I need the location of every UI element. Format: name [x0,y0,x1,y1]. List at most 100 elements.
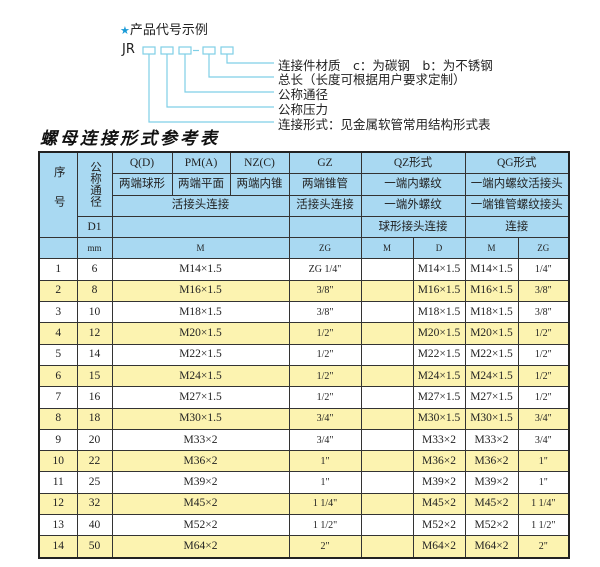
cell-d1: 12 [76,322,113,345]
cell-m: M14×1.5 [111,258,290,281]
cell-qg-zg: 1" [517,471,570,494]
cell-m: M22×1.5 [111,343,290,366]
page-title: 螺母连接形式参考表 [40,129,220,149]
cell-qg-zg: 1 1/2" [517,514,570,537]
table-row: 14 50 M64×2 2" M64×2 M64×2 2" [38,535,570,559]
header-qg: QG形式 [464,151,570,175]
cell-no: 5 [38,343,78,366]
cell-qg-m: M22×1.5 [464,343,519,366]
cell-d1: 32 [76,492,113,516]
cell-zg: 1 1/4" [288,492,362,516]
cell-qg-m: M14×1.5 [464,258,519,281]
cell-qz-m [360,535,414,559]
cell-qg-m: M39×2 [464,471,519,494]
cell-d1: 50 [76,535,113,559]
product-code: JR [122,42,135,57]
cell-no: 10 [38,450,78,473]
header-qz: QZ形式 [360,151,466,175]
cell-no: 2 [38,279,78,303]
cell-qz-d: M64×2 [412,535,466,559]
cell-qg-zg: 1/2" [517,322,570,345]
header-pm-desc: 两端平面 [171,173,231,196]
leader-line-diameter [184,54,274,93]
cell-qg-zg: 1/2" [517,343,570,366]
cell-zg: 1" [288,450,362,473]
cell-qg-zg: 3/8" [517,301,570,324]
cell-no: 9 [38,428,78,452]
cell-qg-m: M45×2 [464,492,519,516]
cell-no: 13 [38,514,78,537]
header-zg: ZG [288,237,362,260]
cell-zg: 2" [288,535,362,559]
leader-line-material [226,54,274,64]
cell-qz-d: M30×1.5 [412,407,466,430]
cell-qg-m: M64×2 [464,535,519,559]
cell-m: M30×1.5 [111,407,290,430]
cell-zg: 1/2" [288,343,362,366]
header-qd: Q(D) [111,151,173,175]
cell-no: 3 [38,301,78,324]
cell-qz-d: M20×1.5 [412,322,466,345]
cell-qg-zg: 1 1/4" [517,492,570,516]
table-row: 10 22 M36×2 1" M36×2 M36×2 1" [38,450,570,473]
cell-qg-zg: 3/4" [517,428,570,452]
cell-no: 8 [38,407,78,430]
label-pressure: 公称压力 [278,102,329,117]
cell-qz-m [360,471,414,494]
header-qg-zg: ZG [517,237,570,260]
leader-line-pressure [166,54,274,108]
cell-qz-m [360,450,414,473]
cell-d1: 22 [76,450,113,473]
cell-d1: 6 [76,258,113,281]
cell-zg: 3/8" [288,301,362,324]
table-row: 6 15 M24×1.5 1/2" M24×1.5 M24×1.5 1/2" [38,364,570,388]
header-blank-1 [111,215,290,239]
header-qd-desc: 两端球形 [111,173,173,196]
cell-qg-m: M33×2 [464,428,519,452]
cell-qz-d: M33×2 [412,428,466,452]
cell-qg-zg: 3/8" [517,279,570,303]
leader-line-length [208,54,274,78]
cell-qg-m: M36×2 [464,450,519,473]
header-qz-desc1: 一端内螺纹 [360,173,466,196]
header-m: M [111,237,290,260]
table-row: 8 18 M30×1.5 3/4" M30×1.5 M30×1.5 3/4" [38,407,570,430]
cell-qz-d: M36×2 [412,450,466,473]
cell-qg-m: M24×1.5 [464,364,519,388]
header-seq-blank [38,237,78,260]
cell-qz-m [360,258,414,281]
cell-d1: 16 [76,386,113,409]
table-row: 12 32 M45×2 1 1/4" M45×2 M45×2 1 1/4" [38,492,570,516]
table-row: 7 16 M27×1.5 1/2" M27×1.5 M27×1.5 1/2" [38,386,570,409]
cell-qz-d: M16×1.5 [412,279,466,303]
cell-d1: 14 [76,343,113,366]
cell-qz-d: M52×2 [412,514,466,537]
star-icon: ★ [120,24,130,37]
cell-qz-d: M27×1.5 [412,386,466,409]
table-row: 2 8 M16×1.5 3/8" M16×1.5 M16×1.5 3/8" [38,279,570,303]
table-row: 5 14 M22×1.5 1/2" M22×1.5 M22×1.5 1/2" [38,343,570,366]
cell-d1: 10 [76,301,113,324]
table-row: 3 10 M18×1.5 3/8" M18×1.5 M18×1.5 3/8" [38,301,570,324]
cell-qz-d: M22×1.5 [412,343,466,366]
cell-zg: 1/2" [288,386,362,409]
header-nz-desc: 两端内锥 [229,173,290,196]
cell-m: M27×1.5 [111,386,290,409]
header-qg-m: M [464,237,519,260]
cell-qz-d: M14×1.5 [412,258,466,281]
cell-m: M45×2 [111,492,290,516]
cell-no: 7 [38,386,78,409]
cell-zg: 1" [288,471,362,494]
cell-no: 6 [38,364,78,388]
legend-title-text: 产品代号示例 [129,23,208,38]
code-box-2 [160,46,174,55]
legend-title: ★产品代号示例 [120,19,208,38]
header-gz: GZ [288,151,362,175]
table-row: 11 25 M39×2 1" M39×2 M39×2 1" [38,471,570,494]
table-row: 4 12 M20×1.5 1/2" M20×1.5 M20×1.5 1/2" [38,322,570,345]
cell-no: 12 [38,492,78,516]
cell-qg-zg: 2" [517,535,570,559]
cell-zg: 1 1/2" [288,514,362,537]
cell-qg-zg: 1/2" [517,364,570,388]
code-box-5 [220,46,234,55]
